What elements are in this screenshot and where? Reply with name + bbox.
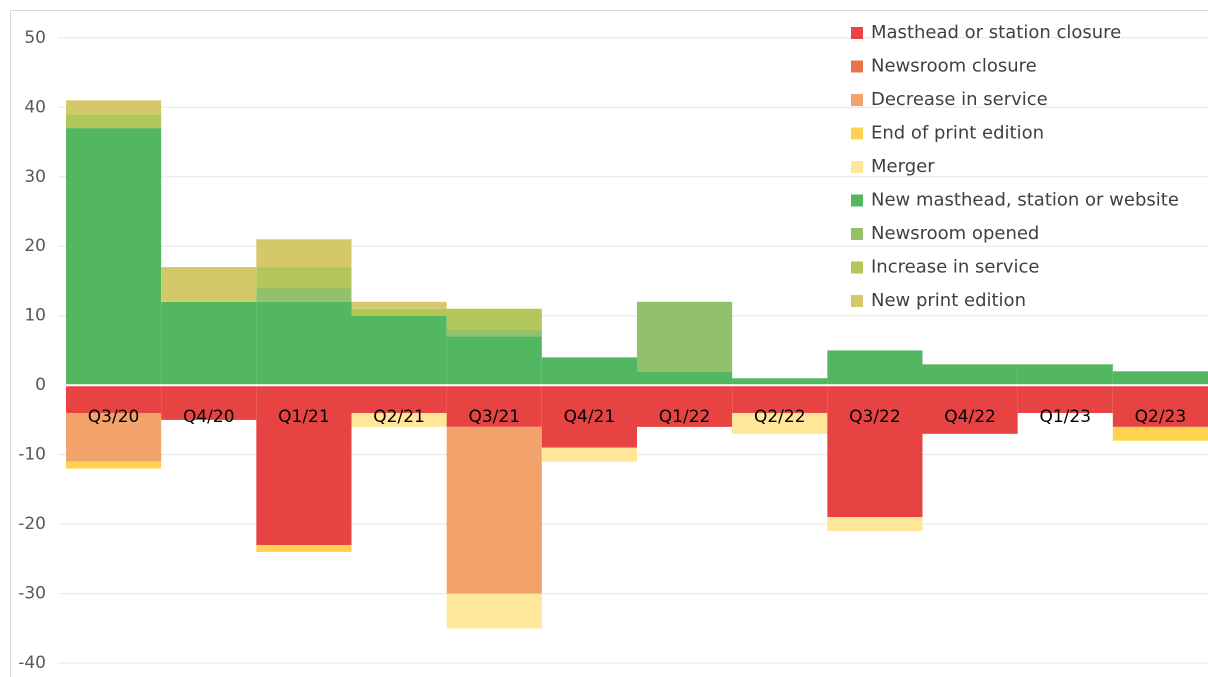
- bar-segment: [351, 308, 447, 316]
- legend-label: Merger: [871, 156, 935, 177]
- bar-segment: [351, 385, 447, 413]
- bar-segment: [446, 385, 542, 427]
- legend-swatch: [851, 127, 863, 140]
- x-tick-label: Q3/22: [849, 407, 901, 427]
- bar-segment: [446, 593, 542, 629]
- bar-segment: [161, 267, 257, 302]
- y-tick-label: 20: [24, 236, 46, 256]
- chart-frame: [10, 10, 1208, 677]
- legend-swatch: [851, 60, 863, 73]
- bar-segment: [256, 385, 352, 545]
- x-tick-label: Q1/21: [278, 407, 330, 427]
- x-tick-label: Q2/23: [1135, 407, 1187, 427]
- bar-segment: [256, 301, 352, 386]
- legend-swatch: [851, 161, 863, 173]
- y-tick-label: 50: [24, 28, 46, 48]
- bar-segment: [541, 385, 637, 448]
- x-tick-label: Q4/20: [183, 407, 235, 427]
- bar-segment: [66, 461, 162, 469]
- legend-label: End of print edition: [871, 123, 1044, 144]
- legend-swatch: [851, 27, 863, 39]
- bar-segment: [66, 114, 162, 129]
- bar-segment: [446, 329, 542, 337]
- x-tick-label: Q2/22: [754, 407, 806, 427]
- bar-segment: [637, 385, 733, 427]
- bar-segment: [922, 385, 1018, 434]
- bar-segment: [637, 301, 733, 372]
- y-tick-label: -40: [18, 653, 46, 673]
- bar-segment: [732, 385, 828, 413]
- bar-segment: [256, 267, 352, 288]
- x-tick-label: Q3/21: [468, 407, 520, 427]
- x-tick-label: Q1/23: [1039, 407, 1091, 427]
- bar-segment: [66, 385, 162, 413]
- bar-segment: [351, 301, 447, 309]
- legend-swatch: [851, 228, 863, 240]
- y-tick-label: -30: [18, 584, 46, 604]
- legend-label: Newsroom opened: [871, 223, 1039, 244]
- legend-label: Newsroom closure: [871, 56, 1037, 77]
- bar-segment: [637, 371, 733, 386]
- bar-segment: [541, 447, 637, 462]
- bar-segment: [351, 315, 447, 386]
- bar-segment: [732, 412, 828, 434]
- bar-segment: [827, 517, 923, 532]
- bar-segment: [256, 239, 352, 268]
- bar-segment: [732, 378, 828, 386]
- legend: Masthead or station closure Newsroom clos…: [851, 22, 1179, 311]
- bar-segment: [446, 308, 542, 330]
- legend-label: Increase in service: [871, 257, 1040, 278]
- bar-segment: [66, 412, 162, 462]
- y-tick-label: -10: [18, 445, 46, 465]
- bar-segment: [1017, 385, 1113, 413]
- bar-segment: [446, 426, 542, 594]
- y-tick-label: -20: [18, 514, 46, 534]
- legend-label: Masthead or station closure: [871, 22, 1121, 43]
- x-tick-label: Q4/22: [944, 407, 996, 427]
- bar-segment: [256, 544, 352, 552]
- bar-segment: [351, 412, 447, 427]
- legend-swatch: [851, 295, 863, 307]
- bar-segment: [66, 128, 162, 386]
- x-tick-label: Q1/22: [659, 407, 711, 427]
- bar-segment: [161, 385, 257, 420]
- y-tick-label: 40: [24, 97, 46, 117]
- x-tick-label: Q4/21: [564, 407, 616, 427]
- x-tick-label: Q2/21: [373, 407, 425, 427]
- y-tick-label: 0: [35, 375, 46, 395]
- legend-label: New masthead, station or website: [871, 190, 1179, 211]
- x-tick-label: Q3/20: [88, 407, 140, 427]
- bar-segment: [161, 301, 257, 386]
- legend-swatch: [851, 261, 863, 274]
- legend-label: Decrease in service: [871, 89, 1048, 110]
- bar-segment: [1112, 385, 1208, 427]
- legend-label: New print edition: [871, 290, 1026, 311]
- bar-segment: [827, 385, 923, 518]
- bar-segment: [1017, 364, 1113, 386]
- bar-segment: [446, 336, 542, 386]
- y-tick-label: 10: [24, 306, 46, 326]
- bar-segment: [256, 287, 352, 302]
- bar-segment: [827, 350, 923, 386]
- legend-swatch: [851, 194, 863, 207]
- bar-segment: [922, 364, 1018, 386]
- bar-segment: [1112, 371, 1208, 386]
- legend-swatch: [851, 94, 863, 106]
- bar-segment: [541, 357, 637, 386]
- bar-segment: [1112, 426, 1208, 441]
- y-tick-label: 30: [24, 167, 46, 187]
- bar-segment: [66, 100, 162, 115]
